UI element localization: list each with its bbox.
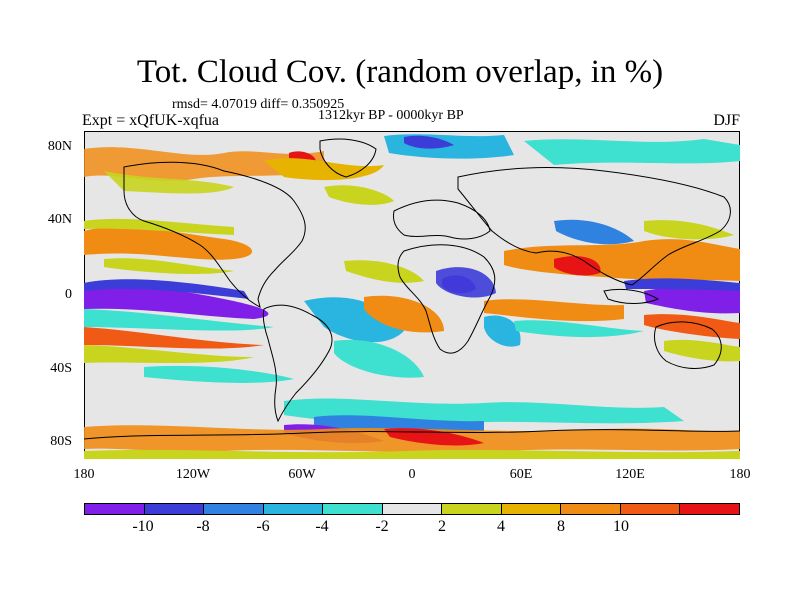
cloud-cover-anomaly-map bbox=[84, 134, 740, 459]
colorbar bbox=[84, 503, 740, 515]
gulfguinea-patch-orange bbox=[364, 295, 444, 333]
greenland-coast bbox=[319, 138, 377, 178]
colorbar-cell-5 bbox=[382, 504, 443, 514]
wpac-patch-purple bbox=[644, 286, 740, 314]
map-title: Tot. Cloud Cov. (random overlap, in %) bbox=[136, 54, 664, 90]
asia-coast bbox=[457, 167, 731, 286]
south-america-coast bbox=[262, 304, 333, 423]
x-tick-0: 0 bbox=[408, 467, 416, 482]
eqpac-patch-blue bbox=[84, 279, 249, 299]
africa-coast bbox=[397, 244, 496, 354]
colorbar-cell-3 bbox=[263, 504, 324, 514]
y-tick-40n: 40N bbox=[47, 212, 72, 227]
arctic-patch-teal bbox=[524, 139, 740, 165]
x-tick-180e: 180 bbox=[729, 467, 751, 482]
x-tick-60e: 60E bbox=[509, 467, 533, 482]
asia-patch-yellow bbox=[644, 220, 734, 240]
colorbar-label-minus4: -4 bbox=[315, 518, 329, 535]
io-patch-teal bbox=[514, 320, 644, 338]
npac-patch-orange bbox=[84, 226, 253, 260]
x-tick-120e: 120E bbox=[615, 467, 645, 482]
satl-patch-teal-2 bbox=[334, 339, 424, 378]
anomaly-patches bbox=[84, 134, 740, 459]
arctic-patch-blue bbox=[384, 134, 514, 159]
sepac-patch-yellow bbox=[84, 345, 254, 363]
colorbar-cell-8 bbox=[561, 504, 621, 514]
experiment-label: Expt = xQfUK-xqfua bbox=[82, 112, 219, 129]
colorbar-cell-9 bbox=[620, 504, 681, 514]
europe-coast bbox=[393, 199, 491, 240]
asia-patch-red bbox=[554, 256, 601, 276]
australia-coast bbox=[653, 321, 722, 369]
y-tick-40s: 40S bbox=[50, 361, 72, 376]
npac-patch-yellow bbox=[84, 218, 234, 235]
period-subtitle: 1312kyr BP - 0000kyr BP bbox=[318, 108, 464, 123]
eqpac-patch-teal bbox=[84, 309, 274, 331]
asia-patch-orange bbox=[504, 239, 740, 281]
y-tick-80n: 80N bbox=[47, 139, 72, 154]
africa-patch-blue bbox=[436, 267, 496, 298]
so-patch-red bbox=[384, 428, 484, 446]
colorbar-cell-10 bbox=[680, 504, 740, 514]
colorbar-label-10: 10 bbox=[613, 518, 629, 535]
nh-patch-orange bbox=[264, 158, 384, 181]
stats-subtitle: rmsd= 4.07019 diff= 0.350925 bbox=[172, 97, 345, 112]
x-tick-180w: 180 bbox=[73, 467, 95, 482]
colorbar-label-minus10: -10 bbox=[132, 518, 154, 535]
arctic-patch-purple bbox=[404, 135, 454, 149]
asia-patch-blue bbox=[554, 219, 634, 245]
colorbar-cell-7 bbox=[501, 504, 562, 514]
colorbar-label-2: 2 bbox=[438, 518, 446, 535]
colorbar-cell-0 bbox=[85, 504, 145, 514]
wpac-patch-blue bbox=[624, 278, 740, 291]
x-tick-60w: 60W bbox=[288, 467, 316, 482]
season-label: DJF bbox=[713, 112, 740, 129]
y-tick-0: 0 bbox=[65, 287, 72, 302]
x-tick-120w: 120W bbox=[175, 467, 211, 482]
colorbar-cell-4 bbox=[323, 504, 383, 514]
colorbar-label-4: 4 bbox=[497, 518, 505, 535]
eqpac-patch-purple bbox=[84, 286, 269, 319]
sepac-patch-red bbox=[84, 327, 264, 349]
npac-patch-yellow-2 bbox=[104, 258, 234, 274]
coastlines bbox=[84, 138, 740, 440]
north-america-coast bbox=[123, 161, 306, 308]
swpac-patch-yellow bbox=[664, 339, 740, 362]
colorbar-label-minus6: -6 bbox=[256, 518, 270, 535]
io-patch-orange bbox=[484, 299, 624, 322]
natl-patch-yellow bbox=[344, 260, 424, 283]
colorbar-cell-1 bbox=[144, 504, 205, 514]
colorbar-label-minus2: -2 bbox=[375, 518, 389, 535]
arctic-patch-orange bbox=[84, 147, 324, 181]
colorbar-label-minus8: -8 bbox=[196, 518, 210, 535]
antarctica-coast bbox=[84, 429, 740, 440]
y-tick-80s: 80S bbox=[50, 434, 72, 449]
arctic-patch-yellow bbox=[104, 171, 234, 194]
colorbar-cell-2 bbox=[204, 504, 264, 514]
colorbar-label-8: 8 bbox=[557, 518, 565, 535]
indonesia-coast bbox=[603, 288, 660, 304]
spac-patch-teal bbox=[144, 365, 294, 383]
so-patch-yellow bbox=[84, 449, 740, 459]
safr-patch-teal bbox=[484, 315, 521, 347]
nh-patch-yellow-2 bbox=[324, 185, 394, 205]
colorbar-cell-6 bbox=[442, 504, 502, 514]
